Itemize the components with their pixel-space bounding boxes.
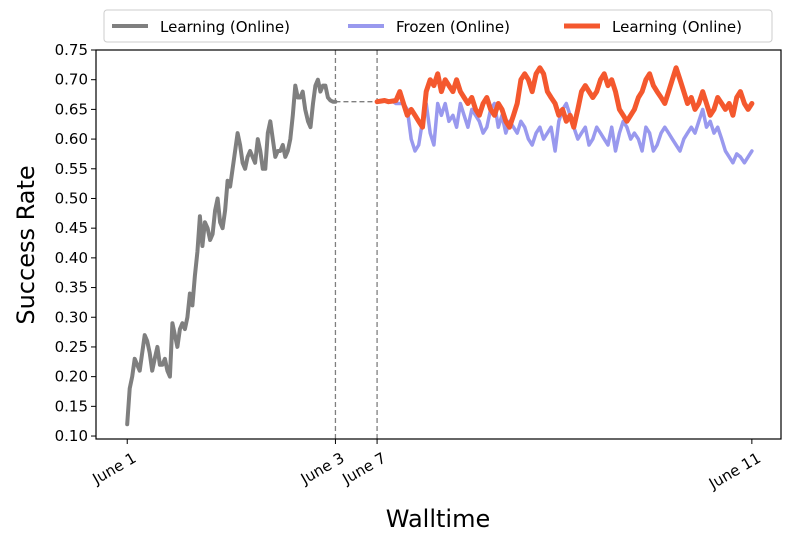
legend-label-learning-orange: Learning (Online): [612, 18, 742, 36]
x-tick-label-3: June 11: [705, 449, 764, 493]
series-line-learning-gray: [125, 77, 338, 427]
axes-frame: [95, 49, 782, 440]
x-tick-label-1: June 3: [297, 449, 348, 489]
series-layer: [125, 50, 755, 439]
legend: Learning (Online) Frozen (Online) Learni…: [103, 9, 773, 43]
y-tick-label-11: 0.65: [55, 100, 88, 118]
y-tick-label-5: 0.35: [55, 279, 88, 297]
x-tick-label-0: June 1: [89, 449, 140, 489]
y-tick-label-8: 0.50: [55, 189, 88, 207]
x-axis-title: Walltime: [386, 505, 490, 533]
series-line-learning-orange: [374, 65, 755, 130]
x-tick-label-2: June 7: [339, 449, 390, 489]
y-tick-label-4: 0.30: [55, 308, 88, 326]
y-tick-label-10: 0.60: [55, 130, 88, 148]
y-tick-label-2: 0.20: [55, 368, 88, 386]
legend-frame: [103, 9, 773, 43]
series-line-frozen: [375, 98, 754, 165]
plot-area: [96, 50, 781, 439]
legend-label-frozen: Frozen (Online): [396, 18, 510, 36]
y-tick-label-1: 0.15: [55, 397, 88, 415]
y-tick-label-0: 0.10: [55, 427, 88, 445]
y-tick-label-9: 0.55: [55, 160, 88, 178]
plot-background: [96, 50, 781, 439]
y-tick-label-7: 0.45: [55, 219, 88, 237]
axes-layer: 0.10 0.15 0.20 0.25 0.30 0.35 0.40 0.45 0.50 0.55…: [55, 41, 782, 493]
y-tick-label-12: 0.70: [55, 71, 88, 89]
y-axis-title: Success Rate: [12, 165, 40, 324]
y-tick-label-13: 0.75: [55, 41, 88, 59]
y-tick-label-6: 0.40: [55, 249, 88, 267]
y-tick-label-3: 0.25: [55, 338, 88, 356]
legend-label-learning-gray: Learning (Online): [160, 18, 290, 36]
